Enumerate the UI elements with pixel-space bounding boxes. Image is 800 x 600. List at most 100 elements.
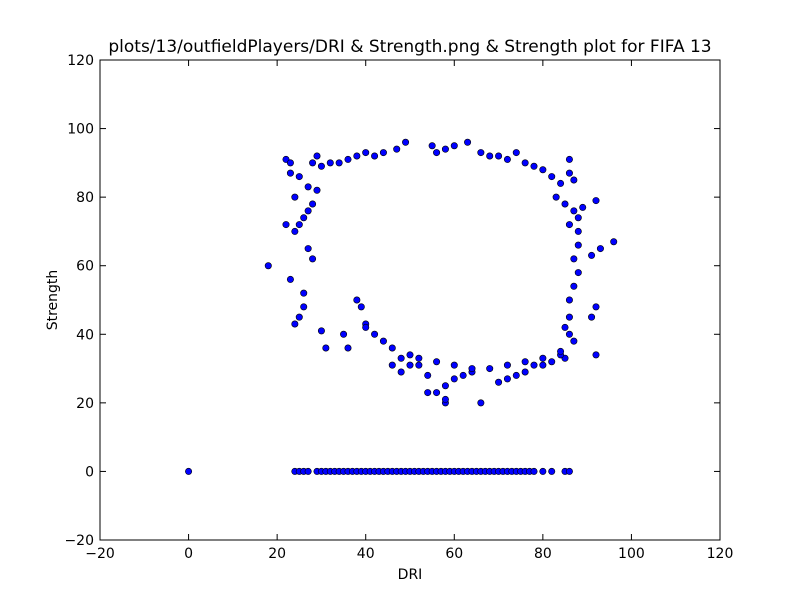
data-point [295,221,303,229]
data-point [371,152,379,160]
data-point [574,269,582,277]
data-point [512,371,520,379]
data-point [295,173,303,181]
data-point [565,330,573,338]
data-point [530,467,538,475]
data-point [379,149,387,157]
x-axis-label: DRI [398,567,423,583]
data-point [291,227,299,235]
data-point [424,389,432,397]
data-points [185,138,618,475]
data-point [406,361,414,369]
data-point [406,351,414,359]
data-point [313,152,321,160]
data-point [521,159,529,167]
data-point [565,296,573,304]
data-point [295,313,303,321]
data-point [579,203,587,211]
data-point [548,358,556,366]
data-point [574,241,582,249]
data-point [304,183,312,191]
y-tick-label: 0 [85,464,94,480]
data-point [326,159,334,167]
data-point [592,197,600,205]
data-point [592,351,600,359]
data-point [304,207,312,215]
data-point [464,138,472,146]
data-point [309,200,317,208]
x-tick-label: −20 [85,546,115,562]
data-point [185,467,193,475]
data-point [317,327,325,335]
data-point [362,323,370,331]
data-point [477,399,485,407]
data-point [539,361,547,369]
data-point [450,361,458,369]
data-point [388,361,396,369]
y-tick-label: 40 [76,327,94,343]
plot-frame [99,59,721,541]
data-point [486,365,494,373]
data-point [565,221,573,229]
data-point [521,358,529,366]
data-point [433,358,441,366]
data-point [317,162,325,170]
x-tick-label: 120 [707,546,734,562]
data-point [557,179,565,187]
data-point [388,344,396,352]
data-point [441,395,449,403]
data-point [415,354,423,362]
data-point [291,193,299,201]
chart-title: plots/13/outfieldPlayers/DRI & Strength.… [108,37,711,57]
y-tick-label: 60 [76,259,94,275]
data-point [344,344,352,352]
data-point [450,142,458,150]
data-point [353,152,361,160]
data-point [512,149,520,157]
data-point [309,255,317,263]
data-point [441,382,449,390]
data-point [468,365,476,373]
data-point [322,344,330,352]
data-point [264,262,272,270]
data-point [379,337,387,345]
data-point [565,313,573,321]
data-point [530,162,538,170]
data-point [539,467,547,475]
data-point [570,207,578,215]
data-point [570,176,578,184]
data-point [561,200,569,208]
data-point [353,296,361,304]
data-point [433,389,441,397]
data-point [570,282,578,290]
data-point [393,145,401,153]
data-point [574,214,582,222]
data-point [596,245,604,253]
y-tick-label: 80 [76,190,94,206]
y-tick-label: 20 [76,396,94,412]
data-point [362,149,370,157]
data-point [477,149,485,157]
data-point [561,323,569,331]
data-point [592,303,600,311]
data-point [495,152,503,160]
data-point [300,214,308,222]
data-point [557,347,565,355]
data-point [304,467,312,475]
data-point [503,375,511,383]
y-axis-label: Strength [45,270,61,331]
data-point [570,255,578,263]
data-point [300,303,308,311]
data-point [548,467,556,475]
data-point [428,142,436,150]
data-point [539,166,547,174]
data-point [503,155,511,163]
data-point [309,159,317,167]
data-point [570,337,578,345]
y-tick-label: 120 [67,53,94,69]
data-point [588,313,596,321]
x-tick-label: 100 [618,546,645,562]
data-point [565,169,573,177]
data-point [530,361,538,369]
